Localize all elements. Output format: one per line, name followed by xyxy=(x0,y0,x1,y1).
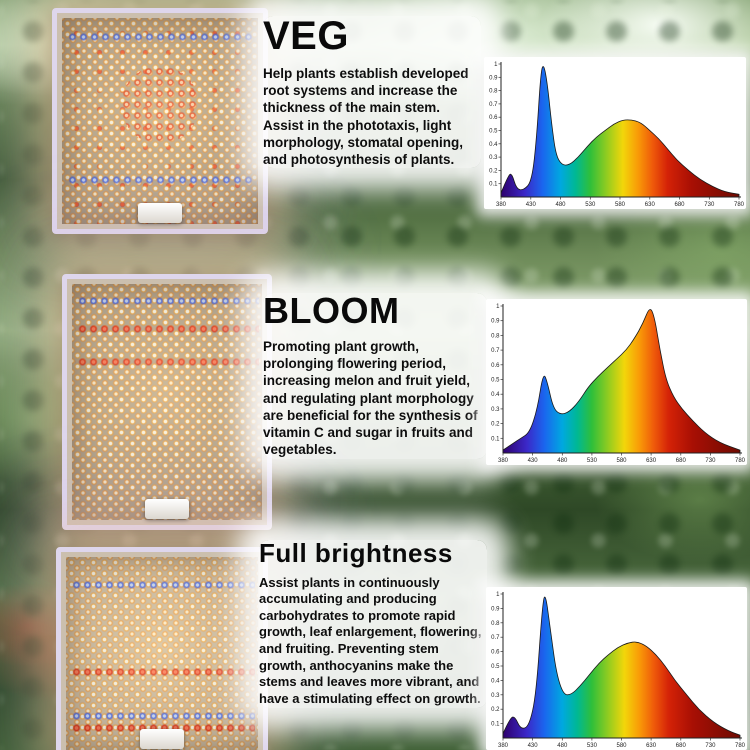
svg-text:730: 730 xyxy=(705,743,716,749)
svg-text:430: 430 xyxy=(528,458,539,464)
spectrum-chart-bloom: 380 430 480 530 580 630 680 730 780 0.1 0.2 0.3 0.4 0… xyxy=(486,299,747,465)
red-led-row xyxy=(75,357,259,368)
svg-text:0.4: 0.4 xyxy=(489,142,498,148)
svg-text:580: 580 xyxy=(615,202,626,208)
svg-text:0.5: 0.5 xyxy=(491,378,500,384)
svg-text:1: 1 xyxy=(494,62,498,68)
svg-text:0.7: 0.7 xyxy=(491,348,500,354)
section-veg-copy: VEG Help plants establish developed root… xyxy=(263,14,481,169)
svg-text:630: 630 xyxy=(645,202,656,208)
svg-text:480: 480 xyxy=(557,743,568,749)
svg-text:0.8: 0.8 xyxy=(491,333,500,339)
svg-text:0.7: 0.7 xyxy=(491,635,500,641)
svg-text:530: 530 xyxy=(587,458,598,464)
red-led-cluster xyxy=(121,65,199,144)
svg-text:680: 680 xyxy=(674,202,685,208)
blue-led-row xyxy=(65,32,255,43)
svg-text:530: 530 xyxy=(587,743,598,749)
svg-text:480: 480 xyxy=(557,458,568,464)
section-description-bloom: Promoting plant growth, prolonging flowe… xyxy=(263,338,478,458)
svg-text:0.1: 0.1 xyxy=(491,722,500,728)
svg-text:380: 380 xyxy=(496,202,507,208)
svg-text:780: 780 xyxy=(734,202,745,208)
svg-text:0.4: 0.4 xyxy=(491,392,500,398)
svg-text:430: 430 xyxy=(526,202,537,208)
svg-text:0.2: 0.2 xyxy=(489,168,498,174)
blue-led-row xyxy=(69,711,255,722)
svg-text:0.6: 0.6 xyxy=(491,363,500,369)
led-grid xyxy=(66,557,258,750)
svg-text:0.6: 0.6 xyxy=(489,115,498,121)
driver-box xyxy=(145,499,189,519)
svg-text:0.5: 0.5 xyxy=(489,129,498,135)
svg-text:0.8: 0.8 xyxy=(491,621,500,627)
spectrum-chart-full: 380 430 480 530 580 630 680 730 780 0.1 0.2 0.3 0.4 0… xyxy=(486,587,747,750)
svg-text:580: 580 xyxy=(616,458,627,464)
svg-text:0.2: 0.2 xyxy=(491,422,500,428)
red-led-row xyxy=(75,324,259,335)
svg-text:0.3: 0.3 xyxy=(491,693,500,699)
svg-text:730: 730 xyxy=(705,458,716,464)
blue-led-row xyxy=(75,295,259,306)
svg-text:780: 780 xyxy=(735,458,746,464)
svg-text:780: 780 xyxy=(735,743,746,749)
section-bloom-copy: BLOOM Promoting plant growth, prolonging… xyxy=(263,290,487,459)
svg-text:0.6: 0.6 xyxy=(491,650,500,656)
section-title-full: Full brightness xyxy=(259,538,453,568)
grow-light-panel-bloom xyxy=(62,274,272,530)
section-full-copy: Full brightness Assist plants in continu… xyxy=(259,540,487,708)
svg-text:0.1: 0.1 xyxy=(489,182,498,188)
red-led-row xyxy=(69,667,255,677)
section-title-veg: VEG xyxy=(263,14,349,58)
svg-text:680: 680 xyxy=(676,743,687,749)
led-grid xyxy=(62,18,258,224)
svg-text:380: 380 xyxy=(498,743,509,749)
svg-text:530: 530 xyxy=(585,202,596,208)
blue-led-row xyxy=(69,580,255,591)
grow-light-panel-veg xyxy=(52,8,268,234)
section-description-veg: Help plants establish developed root sys… xyxy=(263,65,469,168)
svg-text:0.9: 0.9 xyxy=(489,75,498,81)
svg-text:730: 730 xyxy=(704,202,715,208)
led-grid xyxy=(72,284,262,520)
svg-text:580: 580 xyxy=(616,743,627,749)
svg-text:0.7: 0.7 xyxy=(489,102,498,108)
svg-text:0.5: 0.5 xyxy=(491,664,500,670)
svg-text:680: 680 xyxy=(676,458,687,464)
svg-text:1: 1 xyxy=(496,592,500,598)
section-title-bloom: BLOOM xyxy=(263,290,400,331)
svg-text:430: 430 xyxy=(528,743,539,749)
driver-box xyxy=(140,729,184,749)
svg-text:0.3: 0.3 xyxy=(491,407,500,413)
grow-light-panel-full xyxy=(56,547,268,750)
spectrum-chart-veg: 380 430 480 530 580 630 680 730 780 0.1 0.2 0.3 0.4 0… xyxy=(484,57,746,209)
svg-text:0.2: 0.2 xyxy=(491,707,500,713)
blue-led-row xyxy=(65,174,255,185)
svg-text:630: 630 xyxy=(646,743,657,749)
svg-text:0.3: 0.3 xyxy=(489,155,498,161)
svg-text:0.4: 0.4 xyxy=(491,678,500,684)
driver-box xyxy=(138,203,182,223)
svg-text:1: 1 xyxy=(496,304,500,310)
svg-text:380: 380 xyxy=(498,458,509,464)
svg-text:0.9: 0.9 xyxy=(491,606,500,612)
svg-text:0.9: 0.9 xyxy=(491,319,500,325)
svg-text:480: 480 xyxy=(555,202,566,208)
svg-text:630: 630 xyxy=(646,458,657,464)
svg-text:0.8: 0.8 xyxy=(489,89,498,95)
section-description-full: Assist plants in continuously accumulati… xyxy=(259,574,482,706)
svg-text:0.1: 0.1 xyxy=(491,436,500,442)
